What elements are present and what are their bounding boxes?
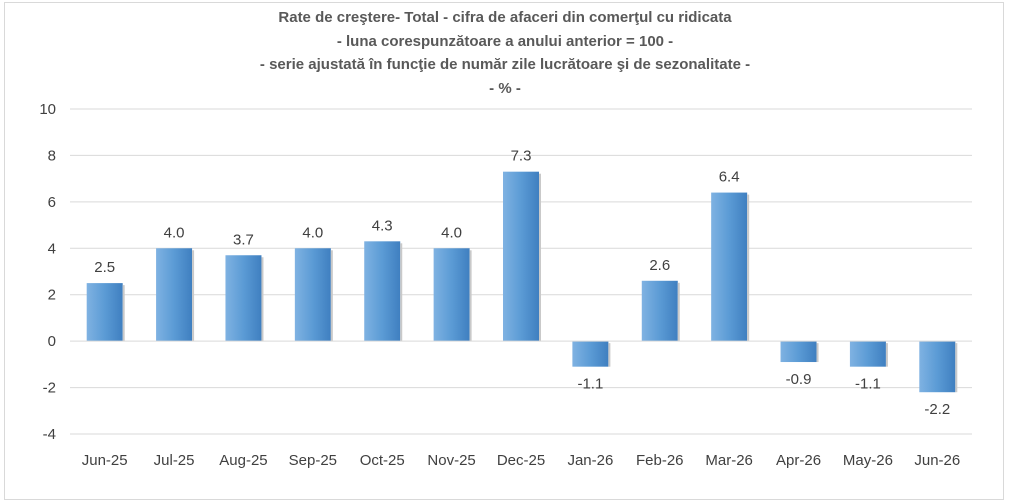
x-category-label: Aug-25 xyxy=(219,452,267,469)
bar xyxy=(849,341,886,367)
bar xyxy=(503,171,539,342)
chart-title-line-3: - serie ajustată în funcţie de număr zil… xyxy=(259,56,751,73)
chart-title-line-1: Rate de creştere- Total - cifra de aface… xyxy=(278,9,732,26)
bar-shadow xyxy=(330,250,333,342)
x-category-label: Sep-25 xyxy=(289,452,337,469)
bar-shadow xyxy=(885,343,888,367)
data-label: 4.0 xyxy=(441,224,462,241)
chart-title-line-2: - luna corespunzătoare a anului anterior… xyxy=(336,32,674,50)
y-tick-label: 4 xyxy=(48,240,56,257)
chart-title-line-4: - % - xyxy=(489,79,521,97)
bar-shadow xyxy=(192,250,195,342)
bar xyxy=(780,341,817,363)
bar xyxy=(364,241,401,342)
bar xyxy=(711,192,748,342)
data-label: 4.3 xyxy=(372,217,393,234)
y-tick-label: 8 xyxy=(48,147,56,164)
bar-shadow xyxy=(955,343,958,393)
x-category-label: Oct-25 xyxy=(360,452,405,469)
data-label: 6.4 xyxy=(719,169,740,186)
data-label: 2.6 xyxy=(649,257,670,274)
y-tick-label: -2 xyxy=(43,380,56,397)
y-tick-label: 10 xyxy=(39,101,56,118)
y-tick-label: -4 xyxy=(43,426,56,443)
x-category-label: Jul-25 xyxy=(154,452,195,469)
data-label: 4.0 xyxy=(302,224,323,241)
bar-shadow xyxy=(469,250,472,342)
data-label: -1.1 xyxy=(577,376,603,393)
bar xyxy=(919,341,956,393)
data-label: -2.2 xyxy=(924,401,950,418)
data-label: 4.0 xyxy=(164,224,185,241)
bar-shadow xyxy=(677,282,680,342)
y-tick-label: 0 xyxy=(48,333,56,350)
y-axis-ticks: -4 -2 0 2 4 6 8 10 xyxy=(39,101,56,443)
y-tick-label: 2 xyxy=(48,287,56,304)
bar xyxy=(294,248,331,342)
data-label: -1.1 xyxy=(855,376,881,393)
data-label: -0.9 xyxy=(786,371,812,388)
x-category-label: Jun-26 xyxy=(914,452,960,469)
chart-title: Rate de creştere- Total - cifra de aface… xyxy=(0,6,1010,100)
x-category-label: May-26 xyxy=(843,452,893,469)
x-category-label: Nov-25 xyxy=(427,452,475,469)
x-category-label: Apr-26 xyxy=(776,452,821,469)
bar-shadow xyxy=(816,343,819,363)
bar-shadow xyxy=(122,285,125,342)
x-category-label: Jan-26 xyxy=(567,452,613,469)
bar xyxy=(225,255,262,342)
bar-shadow xyxy=(747,194,750,342)
x-category-label: Jun-25 xyxy=(82,452,128,469)
x-axis-categories: Jun-25 Jul-25 Aug-25 Sep-25 Oct-25 Nov-25 Dec-… xyxy=(82,452,960,469)
bars xyxy=(86,171,958,393)
bar xyxy=(433,248,470,342)
x-category-label: Feb-26 xyxy=(636,452,684,469)
bar-shadow xyxy=(608,343,611,367)
bar-shadow xyxy=(400,243,403,342)
bar xyxy=(641,280,678,342)
bar-shadow xyxy=(539,173,541,342)
data-label: 3.7 xyxy=(233,231,254,248)
x-category-label: Mar-26 xyxy=(705,452,753,469)
x-category-label: Dec-25 xyxy=(497,452,545,469)
data-label: 2.5 xyxy=(94,259,115,276)
bar-shadow xyxy=(261,257,264,342)
bar xyxy=(156,248,193,342)
bar xyxy=(86,283,123,342)
data-labels: 2.5 4.0 3.7 4.0 4.3 4.0 7.3 -1.1 2.6 6.4 -0.9 -1.1 -… xyxy=(94,148,950,419)
data-label: 7.3 xyxy=(511,148,532,165)
y-tick-label: 6 xyxy=(48,194,56,211)
bar xyxy=(572,341,609,367)
